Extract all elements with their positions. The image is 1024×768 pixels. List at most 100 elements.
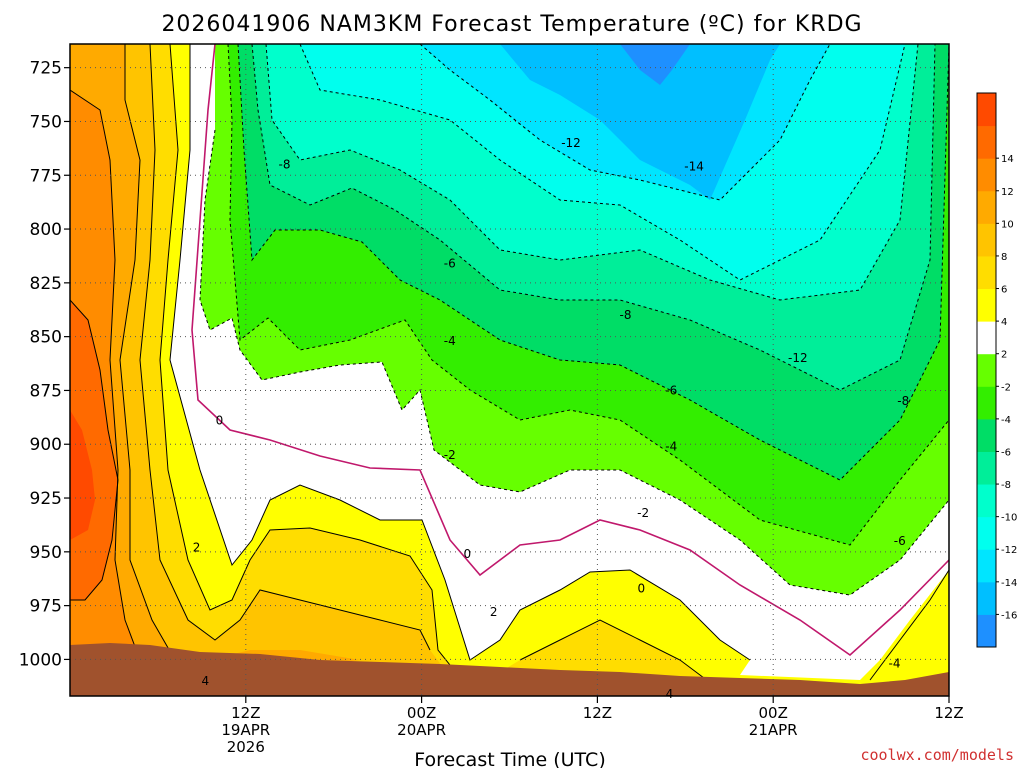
y-tick-label: 850 — [30, 328, 62, 348]
credit-text: coolwx.com/models — [860, 746, 1014, 764]
colorbar-swatch — [977, 223, 996, 257]
colorbar-label: 4 — [1001, 317, 1007, 328]
y-tick-label: 875 — [30, 381, 62, 401]
contour-label: 4 — [202, 674, 210, 688]
isotherm-lines — [70, 44, 949, 691]
isotherm-solid-1 — [169, 44, 751, 661]
x-tick-label: 21APR — [749, 721, 798, 739]
colorbar-label: -10 — [1001, 513, 1017, 524]
isotherm-dashed-3 — [265, 44, 919, 301]
contour-labels: -8 -12 -14 -6 -8 -12 -4 -6 -8 -2 -4 -2 -6 0 0 0 2 2 4 -4 4 — [193, 136, 910, 701]
colorbar-border — [976, 92, 997, 648]
isotherm-dashed-2 — [251, 44, 936, 391]
contour-label: -6 — [665, 383, 677, 397]
colorbar-swatch — [977, 614, 996, 648]
contour-label: -14 — [684, 160, 704, 174]
colorbar-label: 10 — [1001, 219, 1014, 230]
x-tick-label: 2026 — [227, 738, 265, 756]
colorbar-swatch — [977, 125, 996, 159]
colorbar-label: -16 — [1001, 610, 1017, 621]
colorbar-label: 6 — [1001, 285, 1007, 296]
y-axis: 725 750 775 800 825 850 875 900 925 950 975 1000 — [19, 59, 70, 670]
colorbar: -16 -14 -12 -10 -8 -6 -4 -2 2 4 6 8 10 12 14 — [976, 92, 1017, 648]
isotherm-solid-3 — [139, 44, 431, 651]
y-tick-label: 725 — [30, 59, 62, 79]
isotherm-solid-4 — [119, 44, 176, 661]
contour-label: -4 — [665, 439, 677, 453]
contour-label: -8 — [278, 158, 290, 172]
x-tick-label: 00Z — [759, 704, 788, 722]
contour-label: -2 — [637, 506, 649, 520]
colorbar-label: -4 — [1001, 415, 1011, 426]
colorbar-swatch — [977, 418, 996, 452]
x-tick-label: 00Z — [407, 704, 436, 722]
y-tick-label: 900 — [30, 435, 62, 455]
colorbar-label: -2 — [1001, 382, 1011, 393]
y-tick-label: 975 — [30, 597, 62, 617]
contour-label: -4 — [889, 657, 901, 671]
band-minus18 — [620, 44, 690, 85]
colorbar-label: 14 — [1001, 154, 1014, 165]
colorbar-label: -8 — [1001, 480, 1011, 491]
colorbar-swatch — [977, 190, 996, 224]
colorbar-swatch — [977, 386, 996, 420]
contour-label: 0 — [638, 581, 646, 595]
contour-label: 2 — [193, 541, 201, 555]
x-tick-label: 20APR — [397, 721, 446, 739]
colorbar-swatch — [977, 451, 996, 485]
isotherm-dashed-5 — [419, 44, 831, 201]
colorbar-swatch — [977, 288, 996, 322]
isotherm-dashed-1 — [237, 44, 949, 481]
contour-label: -2 — [444, 448, 456, 462]
colorbar-swatch — [977, 255, 996, 290]
chart-title: 2026041906 NAM3KM Forecast Temperature (… — [161, 12, 862, 37]
colorbar-swatch — [977, 353, 996, 387]
isotherm-solid-7 — [519, 619, 721, 691]
x-tick-label: 12Z — [231, 704, 260, 722]
x-tick-label: 12Z — [583, 704, 612, 722]
contour-label: -12 — [788, 351, 808, 365]
y-tick-label: 950 — [30, 543, 62, 563]
colorbar-swatch — [977, 549, 996, 583]
isotherm-solid-5 — [70, 89, 141, 661]
contour-label: -6 — [444, 256, 456, 270]
colorbar-label: -6 — [1001, 447, 1011, 458]
plot-border — [69, 43, 950, 697]
y-tick-label: 775 — [30, 166, 62, 186]
colorbar-label: 2 — [1001, 350, 1007, 361]
contour-label: 0 — [463, 547, 471, 561]
y-tick-label: 825 — [30, 274, 62, 294]
colorbar-swatch — [977, 516, 996, 550]
temperature-fill — [70, 44, 949, 696]
y-tick-label: 1000 — [19, 650, 62, 670]
colorbar-label: 12 — [1001, 187, 1014, 198]
colorbar-swatch — [977, 581, 996, 615]
contour-label: -8 — [897, 394, 909, 408]
isotherm-solid-8 — [869, 569, 949, 681]
band-minus16 — [500, 44, 780, 200]
contour-label: -12 — [561, 136, 581, 150]
y-tick-label: 925 — [30, 489, 62, 509]
colorbar-swatch — [977, 93, 996, 127]
plot-area — [70, 44, 949, 696]
isotherm-dashed-6 — [227, 44, 949, 546]
band-gt14 — [70, 410, 95, 540]
x-tick-label: 19APR — [221, 721, 270, 739]
contour-label: -8 — [620, 308, 632, 322]
colorbar-label: -12 — [1001, 545, 1017, 556]
isotherm-dashed-4 — [299, 44, 906, 281]
contour-label: 4 — [666, 687, 674, 701]
isotherm-solid-2 — [159, 44, 471, 691]
isotherm-solid-6 — [70, 299, 119, 601]
contour-label: 2 — [490, 605, 498, 619]
x-tick-label: 12Z — [934, 704, 963, 722]
colorbar-swatch — [977, 158, 996, 192]
colorbar-label: 8 — [1001, 252, 1007, 263]
ground-shading — [70, 643, 949, 696]
freezing-line — [191, 44, 949, 657]
x-axis-title: Forecast Time (UTC) — [414, 749, 605, 768]
colorbar-swatch — [977, 321, 996, 355]
y-tick-label: 800 — [30, 220, 62, 240]
